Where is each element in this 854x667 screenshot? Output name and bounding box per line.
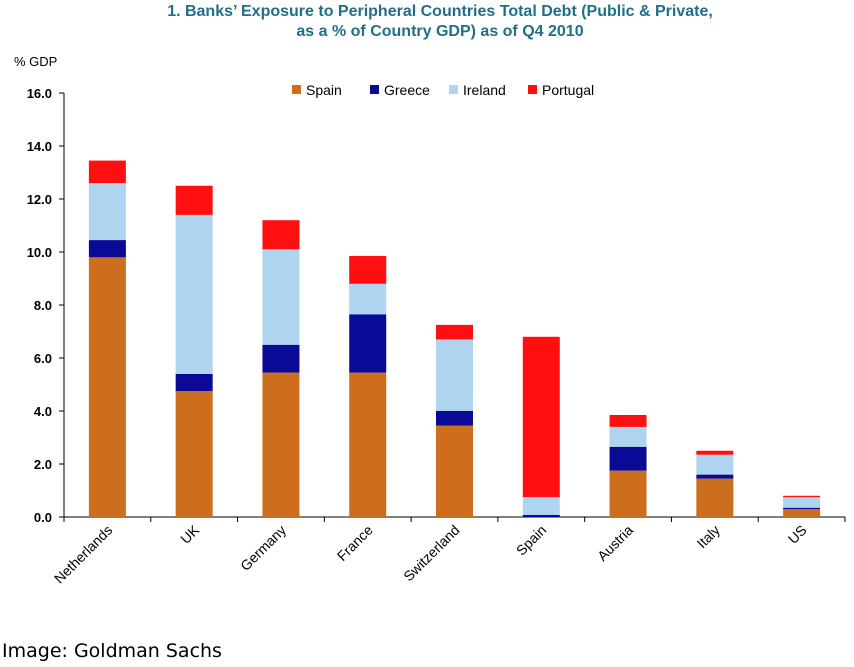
legend-swatch-spain: [292, 85, 301, 94]
bar-ireland-uk: [175, 214, 213, 374]
chart-title-line-1: 1. Banks’ Exposure to Peripheral Countri…: [167, 3, 713, 20]
bar-greece-switzerland: [436, 411, 473, 426]
bar-greece-netherlands: [88, 240, 126, 258]
bar-portugal-italy: [696, 450, 734, 455]
y-tick-label: 10.0: [27, 245, 52, 260]
bar-greece-austria: [609, 446, 647, 471]
bar-greece-spain: [522, 514, 560, 517]
bar-portugal-france: [349, 255, 387, 284]
y-tick-label: 14.0: [27, 139, 52, 154]
bar-ireland-austria: [609, 426, 647, 447]
bar-portugal-netherlands: [88, 160, 126, 184]
bar-portugal-germany: [262, 220, 300, 250]
x-category-label: Austria: [594, 522, 636, 564]
y-tick-label: 4.0: [34, 404, 52, 419]
bar-portugal-us: [783, 495, 821, 498]
legend-swatch-ireland: [449, 85, 458, 94]
y-axis-unit-label: % GDP: [14, 54, 58, 69]
image-credit: Image: Goldman Sachs: [2, 640, 222, 662]
y-tick-label: 6.0: [34, 351, 52, 366]
x-category-label: Italy: [693, 522, 722, 551]
legend-swatch-portugal: [528, 85, 537, 94]
bar-spain-uk: [175, 391, 213, 517]
bar-greece-italy: [696, 474, 734, 479]
x-category-label: Netherlands: [51, 522, 116, 587]
bar-ireland-france: [349, 283, 387, 315]
x-category-label: Switzerland: [400, 522, 462, 584]
chart-title-line-2: as a % of Country GDP) as of Q4 2010: [296, 23, 584, 40]
bar-ireland-spain: [522, 497, 560, 515]
bar-greece-france: [349, 314, 387, 373]
x-category-label: Germany: [237, 522, 289, 574]
legend-label-spain: Spain: [306, 82, 342, 98]
legend-label-ireland: Ireland: [463, 82, 506, 98]
bar-spain-austria: [609, 470, 647, 517]
y-tick-label: 0.0: [34, 510, 52, 525]
bar-portugal-austria: [609, 414, 647, 427]
bar-spain-france: [349, 372, 387, 517]
y-tick-label: 16.0: [27, 86, 52, 101]
bar-greece-us: [783, 507, 821, 510]
x-category-label: France: [334, 522, 376, 564]
bar-spain-switzerland: [436, 425, 473, 517]
legend-label-portugal: Portugal: [542, 82, 594, 98]
bar-spain-netherlands: [88, 257, 126, 517]
legend-swatch-greece: [370, 85, 379, 94]
bar-ireland-italy: [696, 454, 734, 475]
bar-greece-germany: [262, 344, 300, 373]
bar-portugal-spain: [522, 336, 560, 498]
x-category-label: UK: [177, 521, 203, 547]
bar-ireland-switzerland: [436, 339, 473, 411]
x-category-label: US: [785, 522, 810, 547]
bar-portugal-switzerland: [436, 324, 473, 340]
bar-ireland-germany: [262, 249, 300, 345]
legend-label-greece: Greece: [384, 82, 430, 98]
bar-spain-italy: [696, 478, 734, 517]
bar-greece-uk: [175, 373, 213, 392]
y-tick-label: 12.0: [27, 192, 52, 207]
bar-spain-us: [783, 509, 821, 517]
bar-chart: 0.0 2.0 4.0 6.0 8.0 10.0 12.0 14.0 16.0 Netherlan…: [27, 82, 846, 587]
bar-ireland-netherlands: [88, 183, 126, 241]
bar-spain-germany: [262, 372, 300, 517]
y-tick-label: 2.0: [34, 457, 52, 472]
x-category-label: Spain: [513, 522, 550, 559]
y-tick-label: 8.0: [34, 298, 52, 313]
bar-ireland-us: [783, 497, 821, 508]
bar-portugal-uk: [175, 185, 213, 215]
